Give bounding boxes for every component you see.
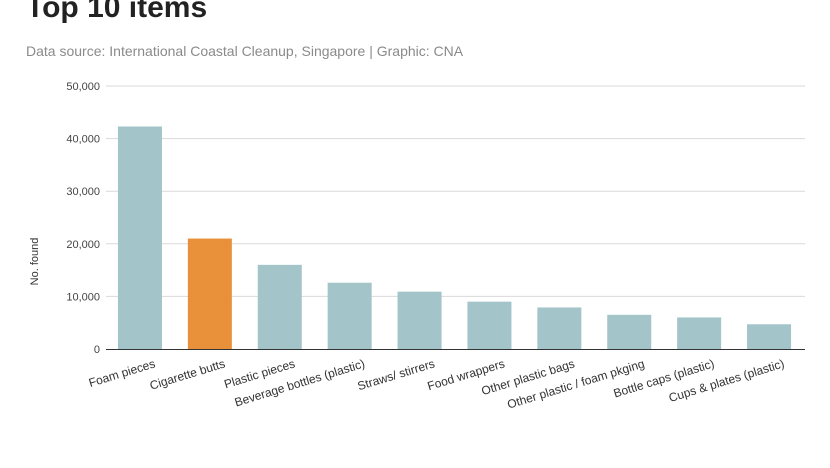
bars xyxy=(117,126,792,349)
bar xyxy=(537,307,582,349)
y-axis-ticks: 0 10,000 20,000 30,000 40,000 50,000 xyxy=(66,81,100,356)
chart-title: Top 10 items xyxy=(26,0,208,24)
x-tick-label: Foam pieces xyxy=(87,356,157,389)
y-tick-label: 20,000 xyxy=(66,239,100,251)
bar xyxy=(467,301,512,349)
bar xyxy=(327,282,372,349)
x-tick-label: Straws/ stirrers xyxy=(356,356,437,393)
y-tick-label: 50,000 xyxy=(66,81,100,93)
y-tick-label: 30,000 xyxy=(66,186,100,198)
bar xyxy=(677,317,722,349)
bar xyxy=(117,126,162,349)
bar xyxy=(187,238,232,349)
y-tick-label: 40,000 xyxy=(66,134,100,146)
chart-subtitle: Data source: International Coastal Clean… xyxy=(26,43,464,59)
bar xyxy=(607,314,652,349)
y-axis-title: No. found xyxy=(29,238,41,286)
y-tick-label: 0 xyxy=(94,344,100,356)
bar xyxy=(257,264,302,349)
bar xyxy=(747,324,792,349)
y-tick-label: 10,000 xyxy=(66,291,100,303)
x-tick-label: Cigarette butts xyxy=(148,356,227,392)
bar xyxy=(397,291,442,349)
